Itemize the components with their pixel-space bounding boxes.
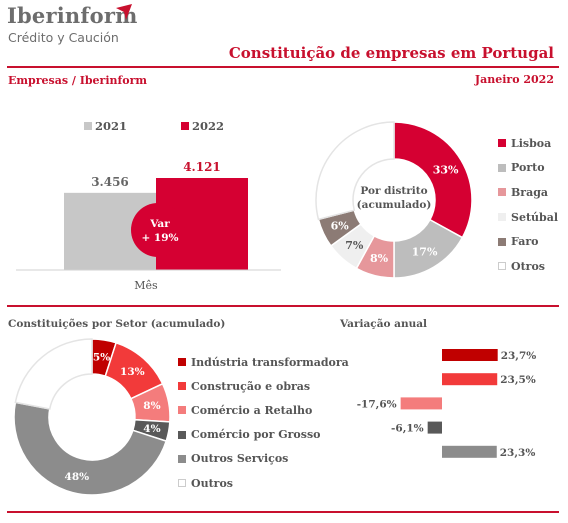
logo-arrow-icon	[116, 4, 132, 20]
title-divider	[7, 66, 559, 68]
legend-label: Setúbal	[511, 210, 559, 224]
district-legend-item-braga: Braga	[498, 180, 558, 205]
district-center-label-1: Por distrito	[360, 185, 427, 197]
legend-label: Lisboa	[511, 136, 552, 150]
variation-bar-1	[442, 349, 498, 361]
subtitle-right: Janeiro 2022	[474, 73, 554, 86]
sector-title: Constituições por Setor (acumulado)	[8, 318, 226, 330]
sector-legend-item-outros: Outros	[178, 471, 349, 495]
legend-label: Construção e obras	[191, 379, 311, 393]
legend-swatch	[498, 139, 506, 148]
legend-label-2022: 2022	[192, 119, 224, 133]
legend-swatch	[498, 262, 506, 271]
legend-label: Comércio por Grosso	[191, 428, 321, 442]
variation-badge	[131, 203, 185, 257]
section-divider	[7, 305, 559, 307]
sector-slice-label-outros-servicos: 48%	[65, 471, 90, 483]
sector-slice-outros	[14, 338, 93, 410]
variation-bar-3	[400, 397, 442, 410]
legend-swatch-2022	[181, 122, 189, 130]
district-legend-item-setubal: Setúbal	[498, 205, 558, 230]
legend-swatch	[178, 479, 186, 488]
variation-badge-line2: + 19%	[141, 232, 178, 244]
logo-subtitle: Crédito y Caución	[8, 30, 119, 45]
legend-label: Outros	[191, 476, 233, 490]
legend-label-2021: 2021	[95, 119, 127, 133]
sector-legend-item-industria-transformadora: Indústria transformadora	[178, 350, 349, 374]
legend-swatch	[498, 213, 506, 222]
legend-swatch	[498, 237, 506, 246]
bar-value-label-2022: 4.121	[183, 160, 221, 174]
bar-value-label-2021: 3.456	[91, 175, 129, 189]
monthly-bar-chart: 2021 2022 3.456 4.121 Var + 19% Mês	[16, 119, 281, 292]
legend-label: Faro	[511, 235, 539, 249]
legend-label: Otros	[511, 259, 545, 273]
legend-swatch	[178, 382, 186, 391]
logo-name: Iberinform	[7, 3, 138, 28]
legend-label: Comércio a Retalho	[191, 403, 313, 417]
sector-slice-label-comercio-por-grosso: 4%	[143, 423, 160, 435]
sector-legend-item-comercio-a-retalho: Comércio a Retalho	[178, 398, 349, 422]
sector-slice-outros-servicos	[13, 401, 168, 496]
x-axis-label: Mês	[134, 279, 158, 292]
variation-bar-label-3: -17,6%	[357, 398, 397, 410]
district-slice-label-faro: 6%	[331, 219, 350, 232]
sector-legend-item-outros-servicos: Outros Serviços	[178, 447, 349, 471]
page-title: Constituição de empresas em Portugal	[228, 44, 554, 62]
legend-label: Indústria transformadora	[191, 355, 349, 369]
legend-label: Outros Serviços	[191, 452, 289, 466]
district-legend-item-lisboa: Lisboa	[498, 131, 558, 156]
variation-badge-line1: Var	[149, 218, 170, 230]
legend-label: Porto	[511, 161, 545, 175]
variation-bar-2	[442, 373, 498, 386]
legend-swatch-2021	[84, 122, 92, 130]
sector-donut-chart: 5% 13% 8% 4% 48%	[13, 338, 171, 496]
district-slice-label-lisboa: 33%	[433, 163, 459, 176]
district-center-label-2: (acumulado)	[357, 199, 432, 211]
sector-legend-item-comercio-por-grosso: Comércio por Grosso	[178, 423, 349, 447]
district-donut-chart: 33% 17% 8% 7% 6% Por distrito (acumulado)	[315, 121, 473, 279]
variation-bar-label-1: 23,7%	[501, 350, 537, 362]
footer-divider	[7, 511, 559, 513]
variation-bar-4	[427, 421, 442, 434]
district-legend-item-otros: Otros	[498, 254, 558, 279]
subtitle-left: Empresas / Iberinform	[8, 74, 148, 87]
legend-swatch	[178, 406, 186, 415]
district-slice-label-porto: 17%	[412, 245, 438, 258]
variation-bar-label-4: -6,1%	[391, 423, 424, 435]
variation-bar-5	[442, 445, 497, 458]
variation-bar-label-5: 23,3%	[500, 447, 536, 459]
legend-label: Braga	[511, 185, 549, 199]
legend-swatch	[178, 358, 186, 367]
legend-swatch	[178, 430, 186, 439]
variation-bar-label-2: 23,5%	[500, 374, 536, 386]
district-legend: Lisboa Porto Braga Setúbal Faro Otros	[498, 131, 558, 279]
sector-slice-label-comercio-a-retalho: 8%	[143, 400, 160, 412]
sector-legend-item-construcao-e-obras: Construção e obras	[178, 374, 349, 398]
legend-swatch	[178, 454, 186, 463]
sector-legend: Indústria transformadora Construção e obr…	[178, 350, 349, 495]
district-slice-label-braga: 8%	[370, 252, 389, 265]
district-slice-otros	[315, 121, 395, 221]
district-legend-item-porto: Porto	[498, 156, 558, 181]
variation-title: Variação anual	[340, 318, 428, 330]
district-legend-item-faro: Faro	[498, 229, 558, 254]
legend-swatch	[498, 188, 506, 197]
sector-slice-label-construcao-e-obras: 13%	[120, 366, 145, 378]
district-slice-label-setubal: 7%	[345, 239, 364, 252]
district-slice-lisboa	[393, 121, 473, 239]
annual-variation-chart: 23,7% 23,5% -17,6% -6,1% 23,3%	[357, 349, 537, 459]
sector-slice-label-industria-transformadora: 5%	[93, 351, 110, 363]
legend-swatch	[498, 163, 506, 172]
